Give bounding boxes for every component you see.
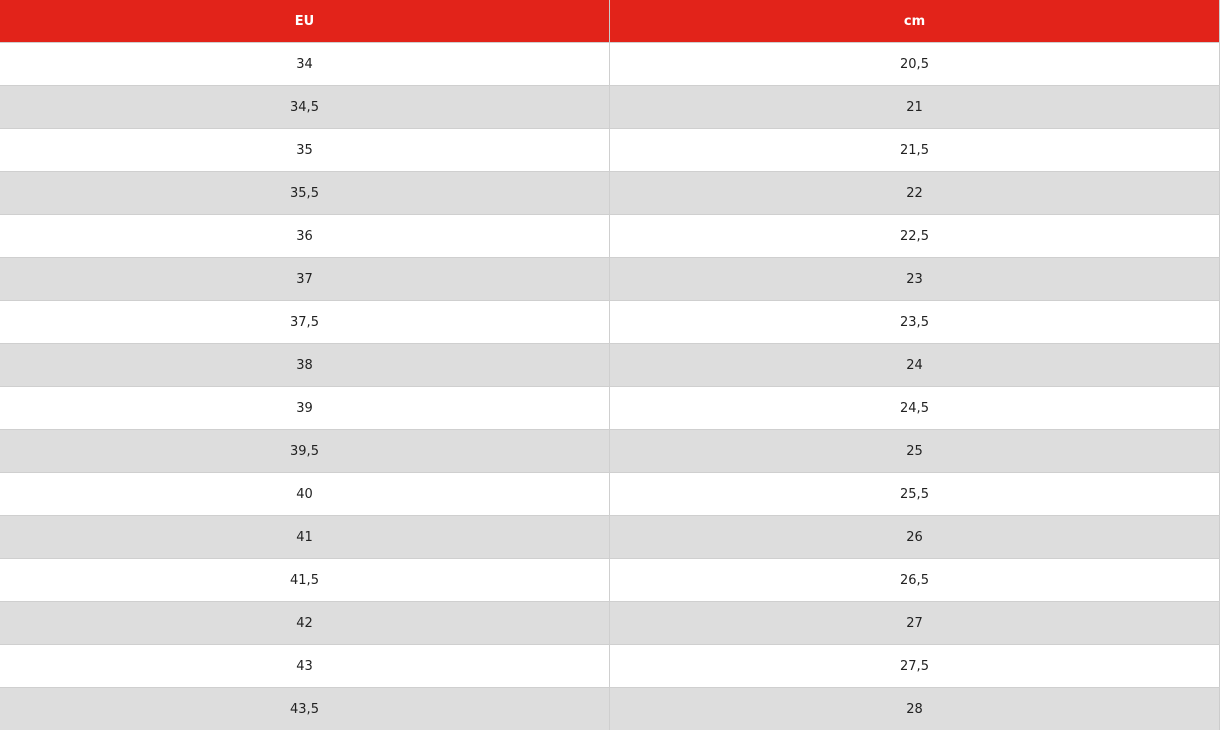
cm-cell: 27,5 xyxy=(609,644,1220,688)
table-row: 43 27,5 xyxy=(0,644,1220,688)
cm-cell: 28 xyxy=(609,687,1220,730)
eu-cell: 35,5 xyxy=(0,171,610,215)
cm-cell: 25 xyxy=(609,429,1220,473)
eu-cell: 42 xyxy=(0,601,610,645)
table-body: 34 20,5 34,5 21 35 21,5 35,5 22 36 22,5 37 23 37,5 23… xyxy=(0,42,1220,730)
eu-cell: 34 xyxy=(0,42,610,86)
table-row: 36 22,5 xyxy=(0,214,1220,258)
cm-cell: 27 xyxy=(609,601,1220,645)
header-cm: cm xyxy=(609,0,1220,43)
table-row: 37 23 xyxy=(0,257,1220,301)
cm-cell: 22,5 xyxy=(609,214,1220,258)
eu-cell: 41,5 xyxy=(0,558,610,602)
table-row: 34 20,5 xyxy=(0,42,1220,86)
eu-cell: 43 xyxy=(0,644,610,688)
table-row: 35,5 22 xyxy=(0,171,1220,215)
cm-cell: 23,5 xyxy=(609,300,1220,344)
eu-cell: 41 xyxy=(0,515,610,559)
table-row: 34,5 21 xyxy=(0,85,1220,129)
eu-cell: 34,5 xyxy=(0,85,610,129)
cm-cell: 21 xyxy=(609,85,1220,129)
table-row: 43,5 28 xyxy=(0,687,1220,730)
table-row: 37,5 23,5 xyxy=(0,300,1220,344)
eu-cell: 40 xyxy=(0,472,610,516)
table-row: 41,5 26,5 xyxy=(0,558,1220,602)
cm-cell: 20,5 xyxy=(609,42,1220,86)
cm-cell: 26 xyxy=(609,515,1220,559)
header-row: EU cm xyxy=(0,0,1220,43)
table-row: 35 21,5 xyxy=(0,128,1220,172)
eu-cell: 35 xyxy=(0,128,610,172)
cm-cell: 24,5 xyxy=(609,386,1220,430)
table-row: 42 27 xyxy=(0,601,1220,645)
table-row: 40 25,5 xyxy=(0,472,1220,516)
eu-cell: 37,5 xyxy=(0,300,610,344)
cm-cell: 23 xyxy=(609,257,1220,301)
cm-cell: 24 xyxy=(609,343,1220,387)
table-row: 41 26 xyxy=(0,515,1220,559)
cm-cell: 25,5 xyxy=(609,472,1220,516)
table-row: 39,5 25 xyxy=(0,429,1220,473)
eu-cell: 38 xyxy=(0,343,610,387)
cm-cell: 22 xyxy=(609,171,1220,215)
eu-cell: 39 xyxy=(0,386,610,430)
eu-cell: 36 xyxy=(0,214,610,258)
eu-cell: 43,5 xyxy=(0,687,610,730)
table-row: 38 24 xyxy=(0,343,1220,387)
eu-cell: 37 xyxy=(0,257,610,301)
eu-cell: 39,5 xyxy=(0,429,610,473)
cm-cell: 26,5 xyxy=(609,558,1220,602)
table-row: 39 24,5 xyxy=(0,386,1220,430)
cm-cell: 21,5 xyxy=(609,128,1220,172)
header-eu: EU xyxy=(0,0,610,43)
